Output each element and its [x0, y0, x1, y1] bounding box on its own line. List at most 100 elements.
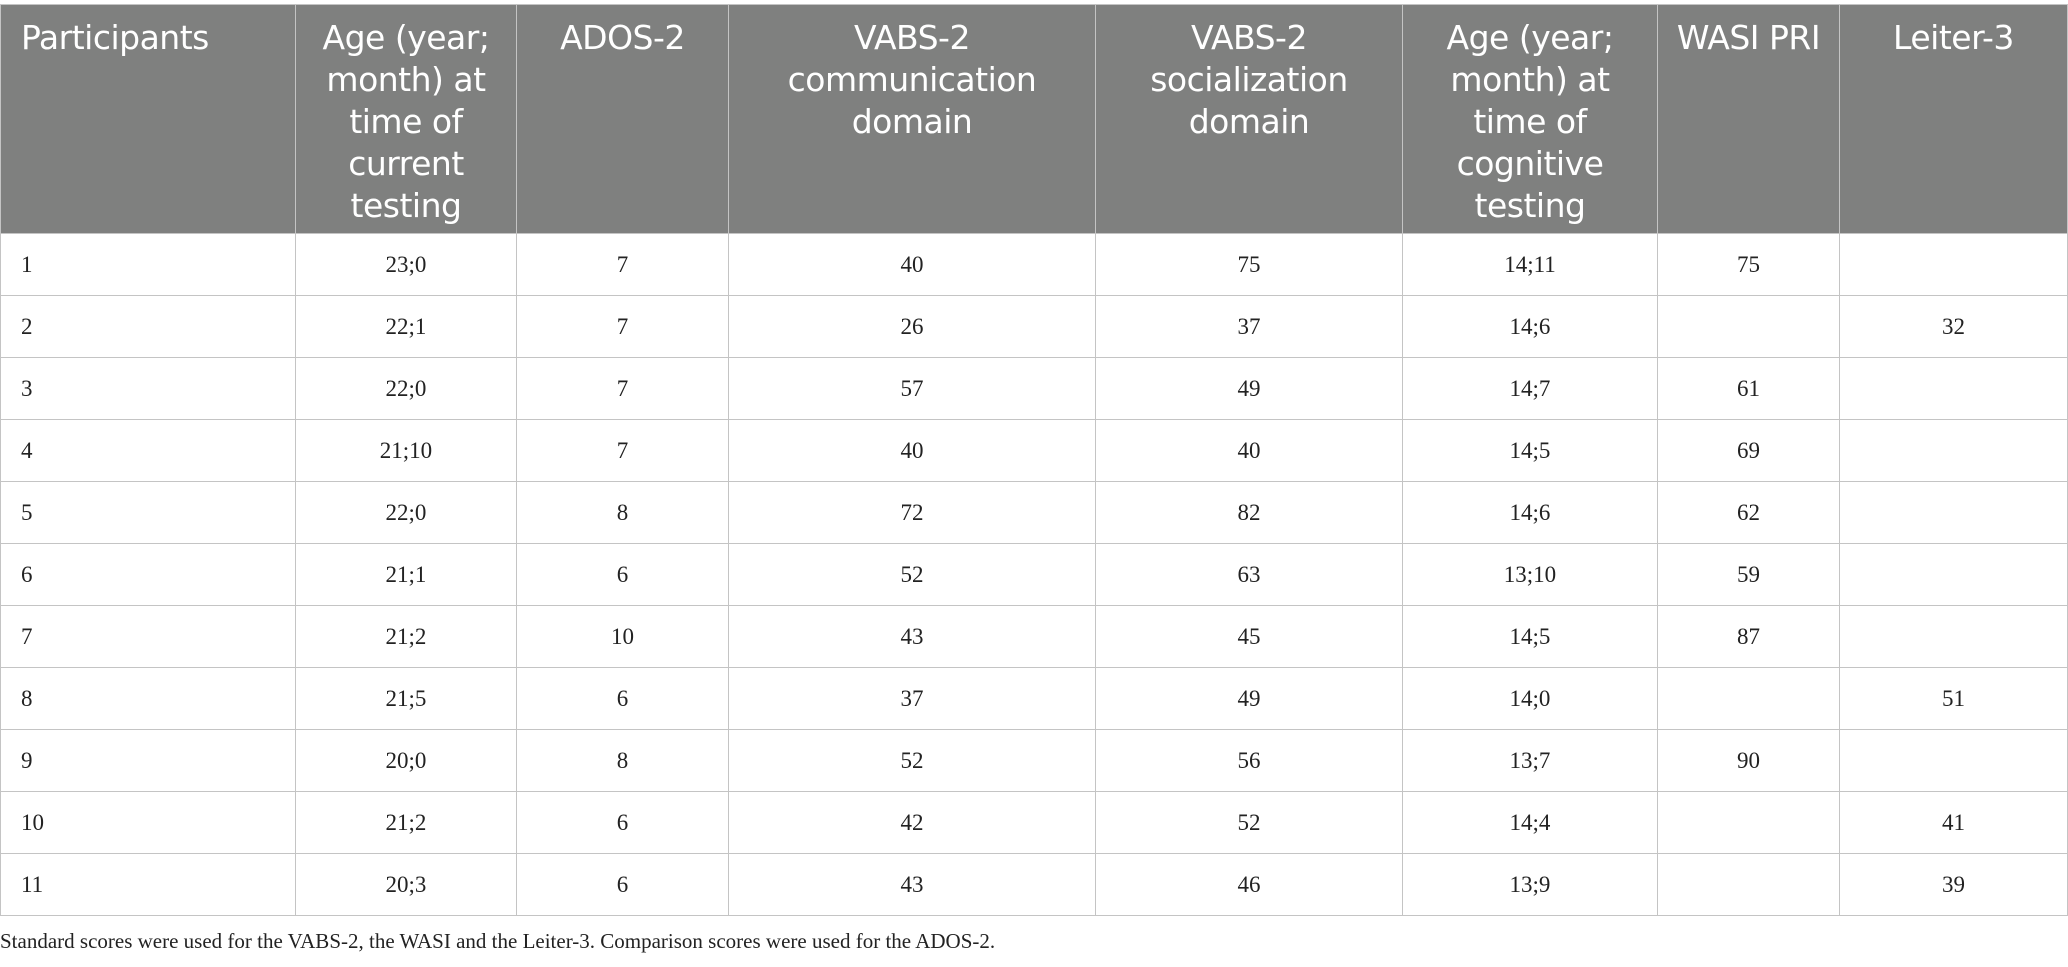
table-row: 11 20;3 6 43 46 13;9 39	[0, 853, 2068, 916]
participants-table: Participants Age (year; month) at time of…	[0, 4, 2068, 916]
table-row: 10 21;2 6 42 52 14;4 41	[0, 791, 2068, 854]
table-cell: 62	[1657, 481, 1840, 544]
table-cell	[1657, 667, 1840, 730]
table-cell: 10	[0, 791, 296, 854]
table-cell: 14;11	[1402, 233, 1658, 296]
table-cell: 1	[0, 233, 296, 296]
table-cell: 7	[516, 419, 729, 482]
table-cell: 22;1	[295, 295, 517, 358]
table-cell: 46	[1095, 853, 1403, 916]
table-cell: 43	[728, 853, 1096, 916]
table-cell: 72	[728, 481, 1096, 544]
table-cell: 22;0	[295, 357, 517, 420]
table-cell: 14;0	[1402, 667, 1658, 730]
table-cell: 61	[1657, 357, 1840, 420]
column-header: Age (year; month) at time of cognitive t…	[1402, 4, 1658, 234]
column-header: VABS-2 communication domain	[728, 4, 1096, 234]
table-cell: 32	[1839, 295, 2068, 358]
table-cell: 52	[728, 729, 1096, 792]
table-cell: 14;6	[1402, 295, 1658, 358]
table-cell: 21;2	[295, 605, 517, 668]
table-cell: 21;5	[295, 667, 517, 730]
table-cell: 51	[1839, 667, 2068, 730]
table-row: 3 22;0 7 57 49 14;7 61	[0, 357, 2068, 420]
table-cell: 21;10	[295, 419, 517, 482]
table-cell	[1839, 357, 2068, 420]
table-cell: 82	[1095, 481, 1403, 544]
table-cell: 69	[1657, 419, 1840, 482]
table-row: 6 21;1 6 52 63 13;10 59	[0, 543, 2068, 606]
table-cell: 37	[728, 667, 1096, 730]
table-row: 8 21;5 6 37 49 14;0 51	[0, 667, 2068, 730]
table-cell	[1839, 543, 2068, 606]
table-cell: 37	[1095, 295, 1403, 358]
table-cell	[1839, 605, 2068, 668]
column-header: Participants	[0, 4, 296, 234]
table-cell: 56	[1095, 729, 1403, 792]
table-cell: 43	[728, 605, 1096, 668]
table-cell: 8	[0, 667, 296, 730]
table-row: 1 23;0 7 40 75 14;11 75	[0, 233, 2068, 296]
table-cell: 7	[0, 605, 296, 668]
table-cell	[1839, 729, 2068, 792]
table-cell: 59	[1657, 543, 1840, 606]
table-row: 9 20;0 8 52 56 13;7 90	[0, 729, 2068, 792]
table-cell: 42	[728, 791, 1096, 854]
table-cell: 8	[516, 481, 729, 544]
table-cell: 90	[1657, 729, 1840, 792]
table-cell	[1839, 419, 2068, 482]
table-cell: 13;7	[1402, 729, 1658, 792]
table-cell: 7	[516, 233, 729, 296]
table-cell: 39	[1839, 853, 2068, 916]
table-cell: 4	[0, 419, 296, 482]
table-cell: 23;0	[295, 233, 517, 296]
table-cell: 75	[1657, 233, 1840, 296]
table-cell: 75	[1095, 233, 1403, 296]
table-cell: 57	[728, 357, 1096, 420]
table-footnote: Standard scores were used for the VABS-2…	[0, 929, 996, 953]
table-cell: 14;5	[1402, 605, 1658, 668]
table-cell: 6	[516, 791, 729, 854]
table-cell: 52	[1095, 791, 1403, 854]
table-cell	[1657, 295, 1840, 358]
header-row: Participants Age (year; month) at time of…	[0, 4, 2068, 234]
table-row: 7 21;2 10 43 45 14;5 87	[0, 605, 2068, 668]
table-cell: 52	[728, 543, 1096, 606]
table-cell: 40	[728, 233, 1096, 296]
table-cell	[1839, 233, 2068, 296]
table-row: 5 22;0 8 72 82 14;6 62	[0, 481, 2068, 544]
column-header: WASI PRI	[1657, 4, 1840, 234]
table-cell: 21;2	[295, 791, 517, 854]
table-cell: 6	[516, 853, 729, 916]
table-cell	[1657, 853, 1840, 916]
table-cell: 6	[516, 543, 729, 606]
table-cell: 20;0	[295, 729, 517, 792]
table-cell: 14;5	[1402, 419, 1658, 482]
table-cell: 14;6	[1402, 481, 1658, 544]
table-cell: 40	[1095, 419, 1403, 482]
column-header: ADOS-2	[516, 4, 729, 234]
table-cell: 87	[1657, 605, 1840, 668]
table-cell: 6	[516, 667, 729, 730]
table-cell: 3	[0, 357, 296, 420]
table-cell: 14;4	[1402, 791, 1658, 854]
table-cell: 10	[516, 605, 729, 668]
table-cell	[1657, 791, 1840, 854]
table-cell: 49	[1095, 357, 1403, 420]
table-cell: 40	[728, 419, 1096, 482]
table-row: 2 22;1 7 26 37 14;6 32	[0, 295, 2068, 358]
table-cell: 41	[1839, 791, 2068, 854]
table-cell: 22;0	[295, 481, 517, 544]
table-cell: 13;10	[1402, 543, 1658, 606]
table-cell: 26	[728, 295, 1096, 358]
table-cell: 8	[516, 729, 729, 792]
table-cell: 13;9	[1402, 853, 1658, 916]
table-cell: 6	[0, 543, 296, 606]
table-row: 4 21;10 7 40 40 14;5 69	[0, 419, 2068, 482]
table-cell: 7	[516, 295, 729, 358]
table-cell: 5	[0, 481, 296, 544]
table-cell: 21;1	[295, 543, 517, 606]
table-cell: 45	[1095, 605, 1403, 668]
column-header: VABS-2 socialization domain	[1095, 4, 1403, 234]
table-cell: 7	[516, 357, 729, 420]
